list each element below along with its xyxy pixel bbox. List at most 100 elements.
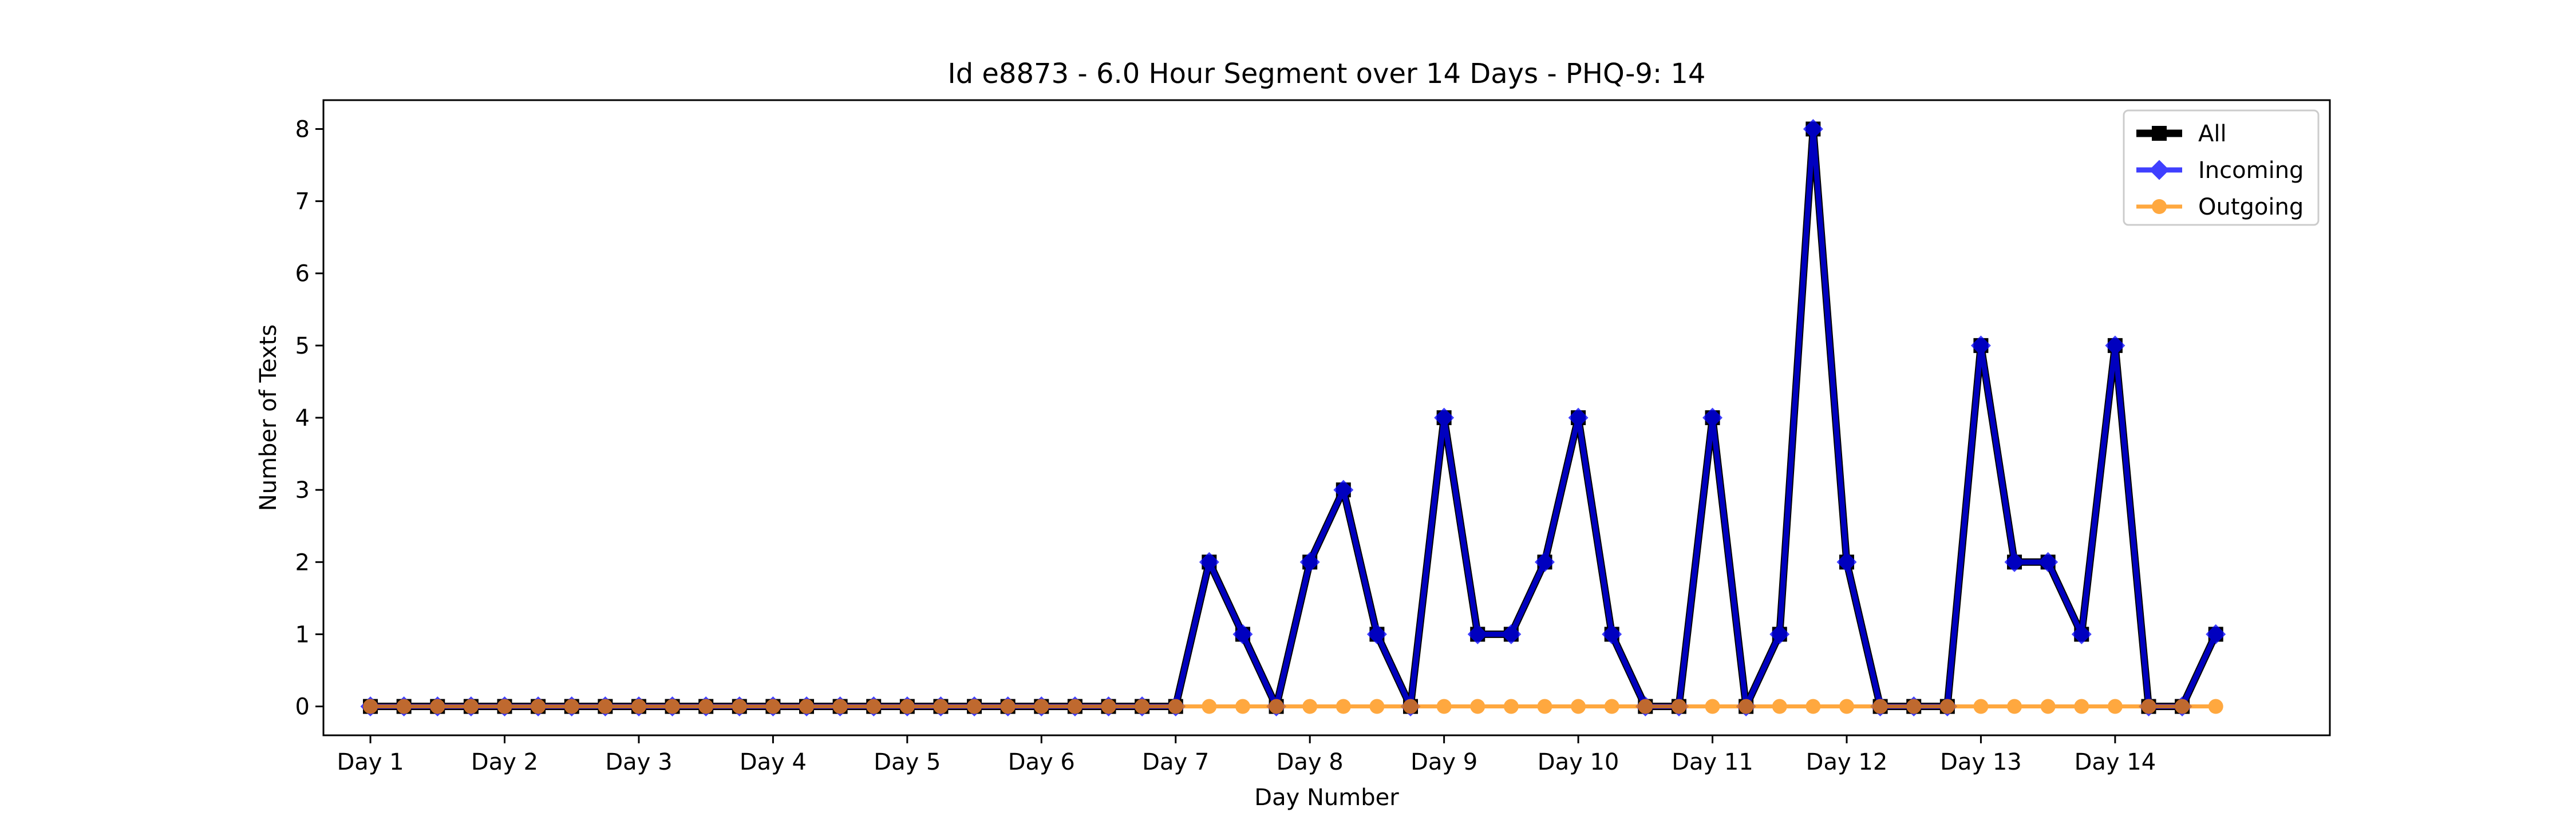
data-point-incoming bbox=[1836, 552, 1857, 572]
data-point-outgoing bbox=[1269, 699, 1284, 714]
data-point-outgoing bbox=[1805, 699, 1821, 714]
series-incoming bbox=[360, 118, 2226, 717]
data-point-outgoing bbox=[1101, 699, 1116, 714]
y-tick-label: 8 bbox=[295, 116, 310, 142]
legend-box bbox=[2123, 109, 2320, 226]
data-point-outgoing bbox=[1906, 699, 1922, 714]
data-point-outgoing bbox=[1168, 699, 1183, 714]
data-point-outgoing bbox=[1839, 699, 1854, 714]
data-point-outgoing bbox=[463, 699, 479, 714]
data-point-incoming bbox=[1333, 480, 1354, 500]
data-point-outgoing bbox=[2141, 699, 2156, 714]
data-point-incoming bbox=[1434, 407, 1455, 428]
plot-frame bbox=[322, 99, 2331, 736]
x-tick-label: Day 8 bbox=[1277, 749, 1344, 775]
x-tick-label: Day 11 bbox=[1672, 749, 1753, 775]
data-point-outgoing bbox=[1503, 699, 1519, 714]
x-tick-label: Day 13 bbox=[1940, 749, 2022, 775]
y-tick-label: 6 bbox=[295, 261, 310, 287]
data-point-incoming bbox=[2071, 624, 2092, 644]
x-tick-label: Day 4 bbox=[740, 749, 807, 775]
legend-swatch-incoming bbox=[2136, 160, 2182, 180]
series-outgoing bbox=[363, 699, 2223, 714]
data-point-outgoing bbox=[1135, 699, 1150, 714]
data-point-outgoing bbox=[1302, 699, 1318, 714]
data-point-incoming bbox=[2004, 552, 2025, 572]
data-point-outgoing bbox=[1939, 699, 1955, 714]
y-tick-label: 3 bbox=[295, 477, 310, 504]
series-line-all bbox=[370, 125, 2219, 711]
legend-swatch-all bbox=[2136, 126, 2182, 141]
data-point-incoming bbox=[1199, 552, 1219, 572]
data-point-outgoing bbox=[1705, 699, 1720, 714]
data-point-outgoing bbox=[631, 699, 646, 714]
data-point-incoming bbox=[1467, 624, 1488, 644]
data-point-outgoing bbox=[2208, 699, 2223, 714]
data-point-outgoing bbox=[1638, 699, 1653, 714]
data-point-outgoing bbox=[2107, 699, 2123, 714]
data-point-outgoing bbox=[2074, 699, 2089, 714]
x-axis-label: Day Number bbox=[1254, 785, 1399, 811]
data-point-outgoing bbox=[564, 699, 579, 714]
x-tick-label: Day 6 bbox=[1008, 749, 1075, 775]
data-point-outgoing bbox=[1872, 699, 1888, 714]
y-tick-label: 4 bbox=[295, 405, 310, 431]
data-point-outgoing bbox=[832, 699, 848, 714]
data-point-outgoing bbox=[1369, 699, 1385, 714]
x-tick-label: Day 14 bbox=[2075, 749, 2156, 775]
data-point-outgoing bbox=[1671, 699, 1686, 714]
data-point-incoming bbox=[1602, 624, 1622, 644]
data-point-outgoing bbox=[698, 699, 714, 714]
y-tick-label: 2 bbox=[295, 549, 310, 576]
data-point-incoming bbox=[2038, 552, 2059, 572]
data-point-outgoing bbox=[899, 699, 915, 714]
data-point-outgoing bbox=[497, 699, 512, 714]
data-point-incoming bbox=[2105, 335, 2125, 356]
data-point-outgoing bbox=[2175, 699, 2190, 714]
data-point-outgoing bbox=[1739, 699, 1754, 714]
data-point-incoming bbox=[1232, 624, 1253, 644]
data-point-incoming bbox=[1568, 407, 1589, 428]
data-point-incoming bbox=[1534, 552, 1555, 572]
data-point-outgoing bbox=[1436, 699, 1452, 714]
data-point-outgoing bbox=[2040, 699, 2056, 714]
x-tick-label: Day 7 bbox=[1142, 749, 1209, 775]
x-tick-label: Day 5 bbox=[874, 749, 941, 775]
series-layer bbox=[360, 118, 2226, 717]
data-point-outgoing bbox=[598, 699, 613, 714]
legend-marker bbox=[2152, 199, 2167, 214]
legend: All Incoming Outgoing bbox=[2123, 109, 2320, 226]
data-point-outgoing bbox=[2007, 699, 2022, 714]
data-point-outgoing bbox=[732, 699, 747, 714]
data-point-incoming bbox=[2206, 624, 2226, 644]
data-point-outgoing bbox=[1772, 699, 1787, 714]
data-point-outgoing bbox=[1537, 699, 1552, 714]
data-point-outgoing bbox=[1202, 699, 1217, 714]
data-point-outgoing bbox=[1034, 699, 1049, 714]
data-point-incoming bbox=[1702, 407, 1723, 428]
data-point-outgoing bbox=[665, 699, 680, 714]
data-point-incoming bbox=[1970, 335, 1991, 356]
data-point-outgoing bbox=[1470, 699, 1485, 714]
y-tick-label: 1 bbox=[295, 621, 310, 648]
legend-marker bbox=[2149, 160, 2170, 180]
data-point-incoming bbox=[1366, 624, 1387, 644]
x-tick-label: Day 12 bbox=[1806, 749, 1888, 775]
x-tick-label: Day 9 bbox=[1411, 749, 1477, 775]
x-tick-label: Day 10 bbox=[1538, 749, 1619, 775]
y-axis-label: Number of Texts bbox=[255, 324, 282, 511]
data-point-outgoing bbox=[1336, 699, 1351, 714]
data-point-outgoing bbox=[430, 699, 445, 714]
data-point-outgoing bbox=[799, 699, 815, 714]
data-point-outgoing bbox=[933, 699, 949, 714]
legend-label-incoming: Incoming bbox=[2198, 157, 2304, 184]
data-point-outgoing bbox=[1000, 699, 1016, 714]
data-point-outgoing bbox=[1973, 699, 1989, 714]
legend-label-all: All bbox=[2198, 121, 2227, 147]
chart-title: Id e8873 - 6.0 Hour Segment over 14 Days… bbox=[948, 58, 1706, 90]
x-tick-label: Day 1 bbox=[337, 749, 404, 775]
legend-marker bbox=[2152, 126, 2167, 141]
x-tick-label: Day 2 bbox=[471, 749, 538, 775]
data-point-outgoing bbox=[1604, 699, 1619, 714]
data-point-outgoing bbox=[1403, 699, 1419, 714]
